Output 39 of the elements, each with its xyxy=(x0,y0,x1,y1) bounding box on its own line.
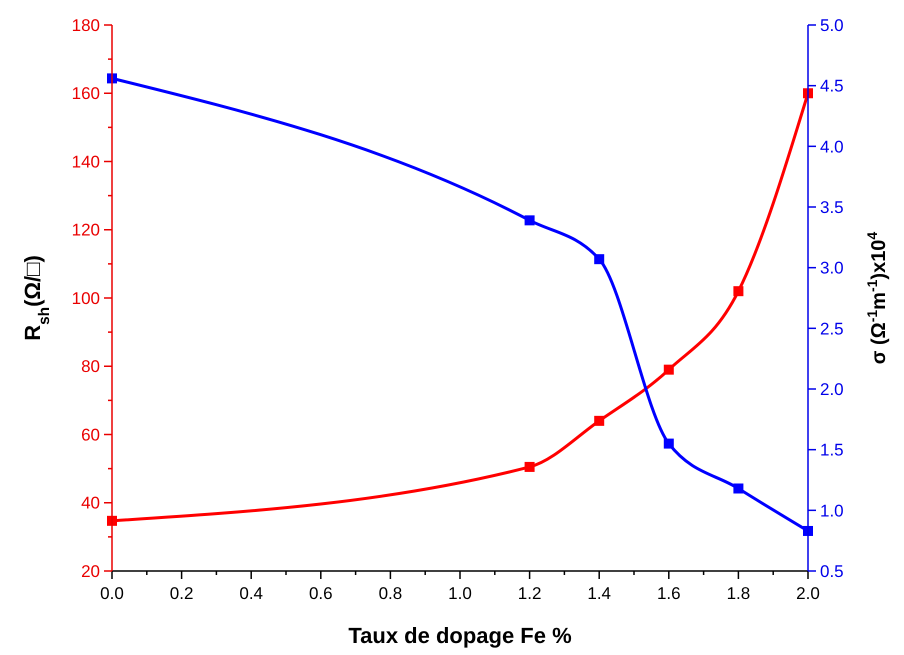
y2-tick-label: 2.0 xyxy=(820,380,844,399)
x-tick-label: 0.6 xyxy=(308,584,333,603)
y2-tick-label: 1.0 xyxy=(820,501,844,520)
x-tick-label: 1.0 xyxy=(448,584,472,603)
y2-tick-label: 4.0 xyxy=(820,137,844,156)
x-tick-label: 0.0 xyxy=(100,584,124,603)
x-tick-label: 1.2 xyxy=(518,584,542,603)
y2-tick-label: 3.0 xyxy=(820,258,844,278)
y2-tick-label: 4.5 xyxy=(820,76,844,96)
x-tick-label: 1.8 xyxy=(726,584,750,603)
y-tick-label: 140 xyxy=(72,152,100,172)
y-tick-label: 100 xyxy=(72,288,100,308)
point xyxy=(524,215,535,226)
point xyxy=(664,438,674,449)
x-tick-label: 0.2 xyxy=(170,584,194,603)
point xyxy=(733,483,744,494)
y-tick-label: 20 xyxy=(81,562,100,581)
y-tick-label: 120 xyxy=(72,220,100,240)
point xyxy=(664,364,674,375)
x-tick-label: 1.4 xyxy=(587,584,612,603)
point xyxy=(594,254,604,264)
y2-tick-label: 2.5 xyxy=(820,319,844,338)
x-axis-title: Taux de dopage Fe % xyxy=(348,623,572,648)
x-tick-label: 0.4 xyxy=(239,584,264,603)
y-tick-label: 160 xyxy=(72,84,100,104)
x-tick-label: 2.0 xyxy=(796,584,820,603)
y2-tick-label: 0.5 xyxy=(820,562,844,581)
y-tick-label: 180 xyxy=(72,16,100,35)
point xyxy=(524,462,535,472)
y2-tick-label: 3.5 xyxy=(820,198,844,217)
point xyxy=(594,416,604,426)
y-tick-label: 40 xyxy=(81,494,100,513)
y2-tick-label: 1.5 xyxy=(820,440,844,460)
y-tick-label: 60 xyxy=(81,425,100,444)
x-tick-label: 0.8 xyxy=(378,584,402,603)
x-tick-label: 1.6 xyxy=(656,584,681,603)
y-tick-label: 80 xyxy=(81,357,100,376)
y2-tick-label: 5.0 xyxy=(820,16,844,35)
point xyxy=(733,286,744,296)
